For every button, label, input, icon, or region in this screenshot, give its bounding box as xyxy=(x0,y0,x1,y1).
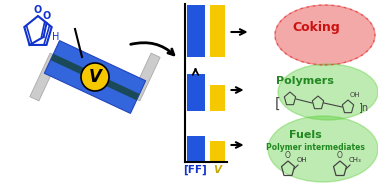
Text: Polymers: Polymers xyxy=(276,76,334,86)
Text: OH: OH xyxy=(350,92,361,98)
Ellipse shape xyxy=(275,5,375,65)
Text: V: V xyxy=(213,165,221,175)
Text: [FF]: [FF] xyxy=(184,165,208,175)
Bar xyxy=(30,53,59,101)
Text: O: O xyxy=(34,5,42,15)
Bar xyxy=(209,141,225,162)
Bar xyxy=(186,136,204,162)
Bar xyxy=(209,5,225,57)
Text: V: V xyxy=(88,68,101,86)
Text: Fuels: Fuels xyxy=(289,130,321,140)
Text: O: O xyxy=(42,11,51,21)
Bar xyxy=(131,53,160,101)
Bar xyxy=(186,73,204,111)
Bar xyxy=(44,41,146,113)
Text: [: [ xyxy=(275,97,280,111)
Text: O: O xyxy=(285,151,291,160)
Bar xyxy=(186,5,204,57)
Text: H: H xyxy=(51,32,59,42)
Text: ]n: ]n xyxy=(358,102,368,112)
Circle shape xyxy=(81,63,109,91)
Bar xyxy=(209,85,225,111)
Text: CH₃: CH₃ xyxy=(349,157,362,163)
Ellipse shape xyxy=(268,116,378,182)
Text: OH: OH xyxy=(297,157,308,163)
Ellipse shape xyxy=(278,64,378,120)
Text: Coking: Coking xyxy=(292,21,340,33)
Text: Polymer intermediates: Polymer intermediates xyxy=(266,142,364,151)
Text: O: O xyxy=(337,151,343,160)
Bar xyxy=(51,54,139,100)
